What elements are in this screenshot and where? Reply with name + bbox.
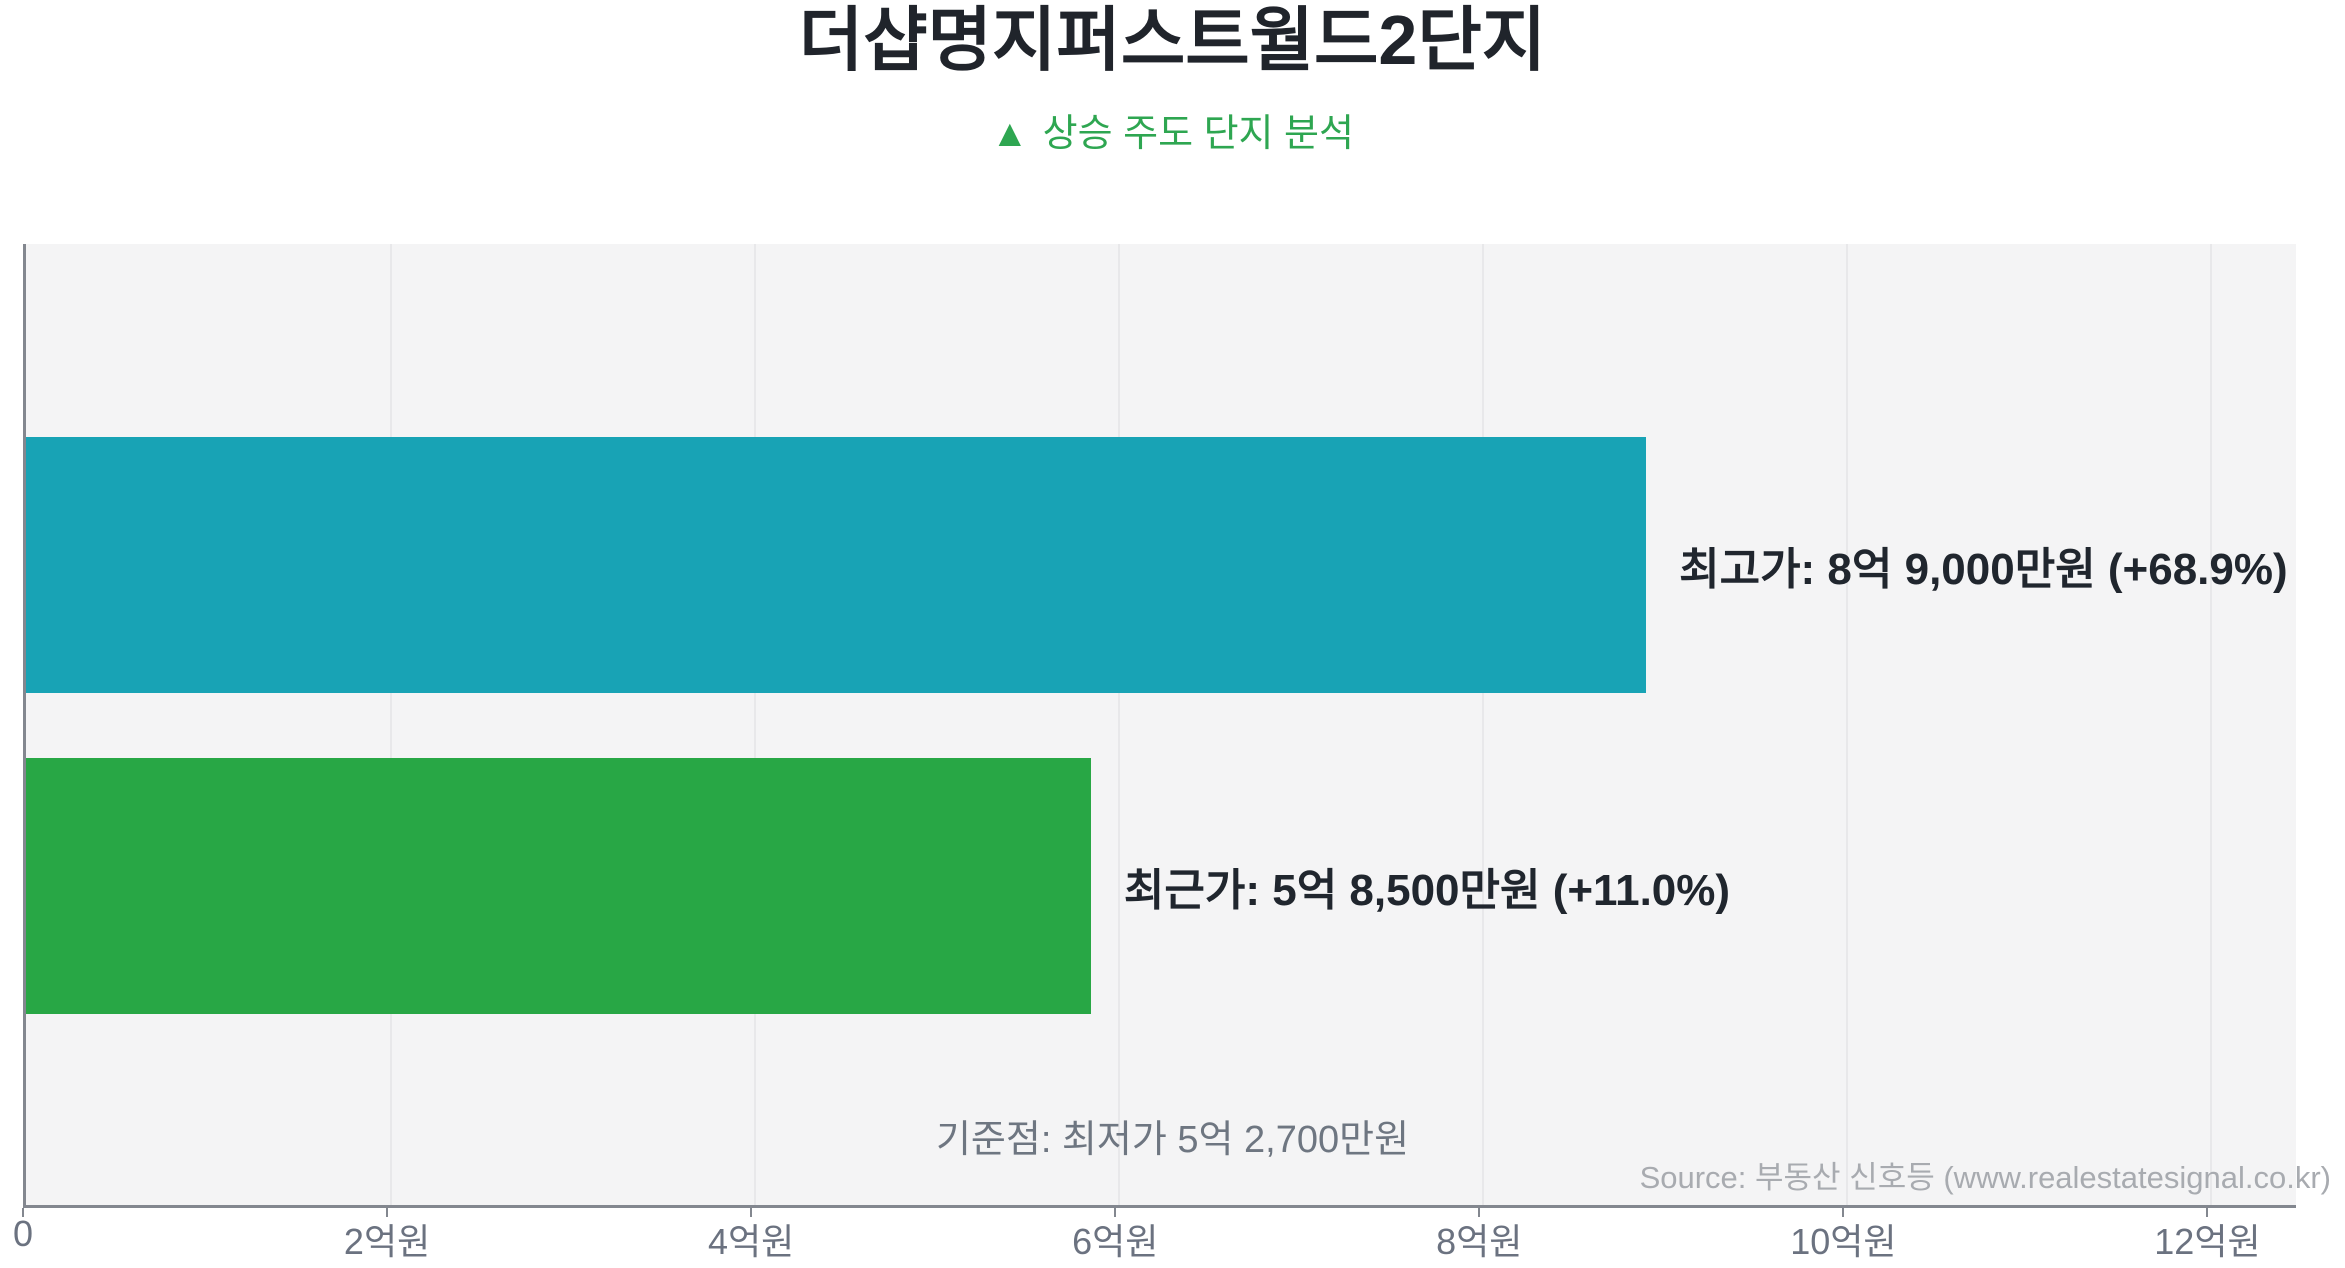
baseline-annotation: 기준점: 최저가 5억 2,700만원 [935,1119,1410,1161]
bar-row-recent-price: 최근가: 5억 8,500만원 (+11.0%) [26,758,2296,1014]
chart-subtitle: ▲ 상승 주도 단지 분석 [0,110,2345,159]
chart-subtitle-text: 상승 주도 단지 분석 [1042,113,1354,155]
gridline-2eok [390,244,393,1205]
tick-mark-8eok [1478,1208,1481,1217]
gridline-12eok [2210,244,2213,1205]
up-triangle-icon: ▲ [991,113,1029,155]
bar-recent-price [26,758,1091,1014]
bar-label-peak-price: 최고가: 8억 9,000만원 (+68.9%) [1679,545,2288,594]
source-credit: Source: 부동산 신호등 (www.realestatesignal.co… [1639,1160,2331,1195]
tick-label-0eok: 0 [12,1213,34,1254]
plot-area: 최고가: 8억 9,000만원 (+68.9%) 최근가: 5억 8,500만원 … [23,244,2296,1208]
tick-mark-10eok [1842,1208,1845,1217]
tick-label-10eok: 10억원 [1790,1221,1897,1262]
tick-label-4eok: 4억원 [708,1221,795,1262]
tick-label-8eok: 8억원 [1436,1221,1523,1262]
tick-mark-2eok [386,1208,389,1217]
chart-title: 더샵명지퍼스트월드2단지 [798,1,1547,79]
bar-peak-price [26,437,1647,693]
gridline-6eok [1118,244,1121,1205]
gridline-8eok [1482,244,1485,1205]
x-axis: 0 2억원 4억원 6억원 8억원 10억원 12억원 [13,1208,2293,1268]
tick-label-2eok: 2억원 [343,1221,431,1262]
tick-label-12eok: 12억원 [2154,1221,2261,1262]
bar-row-peak-price: 최고가: 8억 9,000만원 (+68.9%) [26,437,2296,693]
tick-mark-4eok [750,1208,753,1217]
gridline-10eok [1846,244,1849,1205]
tick-mark-6eok [1114,1208,1117,1217]
tick-label-6eok: 6억원 [1072,1221,1159,1262]
tick-mark-0eok [22,1208,24,1217]
gridline-4eok [754,244,757,1205]
bar-label-recent-price: 최근가: 5억 8,500만원 (+11.0%) [1123,866,1731,915]
tick-mark-12eok [2206,1208,2209,1217]
